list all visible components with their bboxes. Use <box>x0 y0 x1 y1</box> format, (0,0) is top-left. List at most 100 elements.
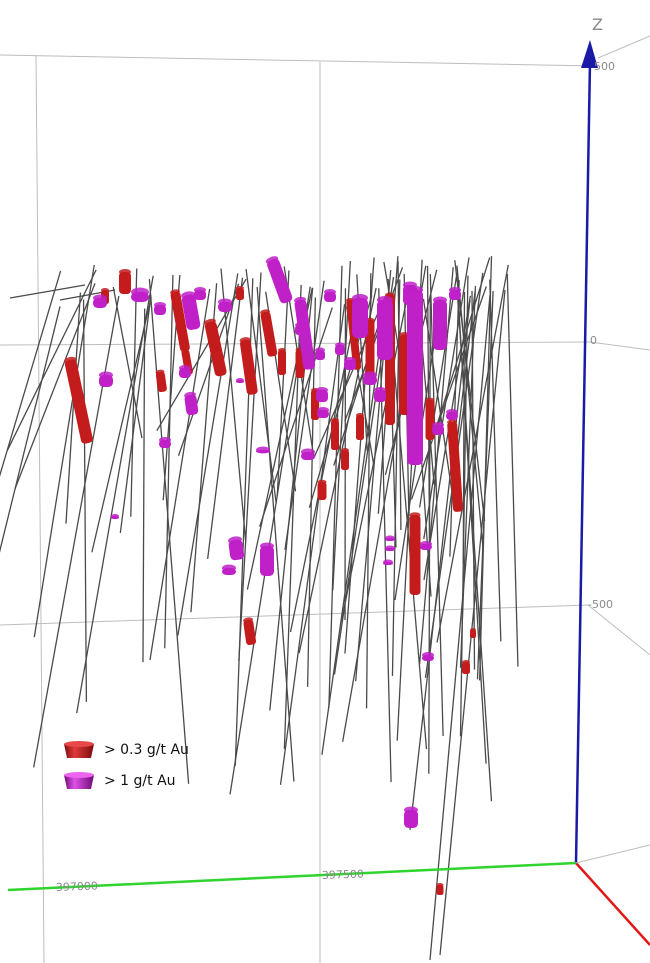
low-grade-interval-cap <box>260 309 270 315</box>
drillhole-trace <box>0 270 62 477</box>
high-grade-interval-cap <box>184 391 196 399</box>
high-grade-interval <box>446 409 458 420</box>
drillhole-trace <box>206 277 244 560</box>
high-grade-interval-cap <box>335 342 345 348</box>
high-grade-interval <box>131 287 149 302</box>
drillhole-trace <box>0 306 61 553</box>
high-grade-interval <box>260 542 274 576</box>
drillhole-trace <box>506 273 519 667</box>
low-grade-interval-body <box>317 482 327 500</box>
low-grade-interval <box>119 269 131 294</box>
high-grade-interval-cap <box>385 535 395 541</box>
drillhole-trace <box>418 272 458 508</box>
high-grade-interval-body <box>295 325 305 335</box>
low-grade-interval <box>462 660 470 674</box>
high-grade-interval <box>404 806 418 828</box>
drillhole-trace <box>422 298 455 504</box>
drillhole-trace <box>429 294 491 961</box>
high-grade-interval-cap <box>407 286 423 294</box>
high-grade-interval-cap <box>404 806 418 814</box>
y-axis-line <box>575 862 650 946</box>
drillhole-trace <box>142 308 146 663</box>
low-grade-interval-cap <box>64 356 76 364</box>
high-grade-interval-body <box>433 300 447 350</box>
low-grade-interval <box>331 418 339 450</box>
drillhole-trace <box>276 270 290 497</box>
high-grade-interval-cap <box>432 422 444 428</box>
high-grade-interval <box>159 437 171 448</box>
low-grade-interval-body <box>243 619 256 646</box>
high-grade-interval-body <box>352 298 368 338</box>
high-grade-interval <box>222 564 236 575</box>
high-grade-interval-cap <box>179 365 191 371</box>
low-grade-interval <box>64 356 93 444</box>
drillhole-trace <box>119 295 152 534</box>
drillhole-trace <box>9 284 86 299</box>
low-grade-interval-body <box>356 415 364 440</box>
high-grade-interval-cap <box>222 564 236 572</box>
low-grade-interval <box>317 479 327 500</box>
high-grade-interval-cap <box>422 652 434 658</box>
x-tick-397000: 397000 <box>56 880 98 894</box>
low-grade-interval-body <box>170 291 190 352</box>
drillhole-trace <box>378 288 392 783</box>
low-grade-interval-cap <box>101 288 109 292</box>
high-grade-interval-body <box>184 394 199 416</box>
z-axis-arrow <box>581 40 598 68</box>
grid-line <box>589 341 650 351</box>
grade-intervals <box>64 256 476 895</box>
high-grade-interval-cap <box>256 446 270 454</box>
high-grade-interval-body <box>228 539 245 561</box>
low-grade-interval-body <box>236 288 244 300</box>
high-grade-interval <box>265 256 293 304</box>
grid-line <box>0 54 596 67</box>
z-tick-0: 0 <box>590 334 597 347</box>
low-grade-interval <box>204 318 227 377</box>
high-grade-interval-body <box>260 546 274 576</box>
legend-item-high-grade: > 1 g/t Au <box>62 768 189 794</box>
low-grade-interval-cap <box>356 413 364 417</box>
high-grade-interval-cap <box>301 448 315 456</box>
low-grade-interval-cap <box>341 448 349 452</box>
axes <box>7 40 650 946</box>
low-grade-interval <box>243 617 256 646</box>
high-grade-interval <box>154 302 166 315</box>
red-cylinder-icon <box>64 741 94 758</box>
low-grade-interval-cap <box>409 512 421 518</box>
high-grade-interval <box>301 448 315 460</box>
drillhole-trace <box>6 269 97 451</box>
high-grade-interval-cap <box>218 298 232 306</box>
high-grade-interval <box>324 289 336 302</box>
low-grade-interval-cap <box>181 347 189 353</box>
high-grade-interval <box>385 535 395 541</box>
drillhole-trace <box>410 286 487 500</box>
low-grade-interval-cap <box>470 628 476 632</box>
low-grade-interval-body <box>278 350 286 375</box>
drillhole-trace <box>409 299 471 831</box>
high-grade-interval-cap <box>377 296 393 304</box>
high-grade-interval-cap <box>154 302 166 308</box>
drillhole-trace <box>164 275 174 649</box>
high-grade-interval-cap <box>99 371 113 379</box>
low-grade-interval-body <box>365 320 375 380</box>
drillhole-trace <box>321 295 388 755</box>
low-grade-interval-cap <box>236 286 244 290</box>
grid-line <box>597 35 650 59</box>
drillhole-trace <box>456 293 493 802</box>
z-tick-500: 500 <box>594 60 615 73</box>
low-grade-interval-body <box>409 515 421 595</box>
drillhole-trace <box>65 292 82 524</box>
low-grade-interval-cap <box>243 617 253 623</box>
drillhole-trace <box>148 278 190 784</box>
high-grade-interval-cap <box>446 409 458 415</box>
high-grade-interval-cap <box>317 407 329 413</box>
low-grade-interval <box>278 348 286 375</box>
high-grade-interval <box>374 387 386 402</box>
drillhole-trace <box>340 297 408 622</box>
drillhole-trace <box>418 267 454 665</box>
low-grade-interval-cap <box>204 318 216 326</box>
high-grade-interval <box>194 287 206 300</box>
high-grade-interval-cap <box>316 387 328 393</box>
low-grade-interval-body <box>425 400 435 440</box>
